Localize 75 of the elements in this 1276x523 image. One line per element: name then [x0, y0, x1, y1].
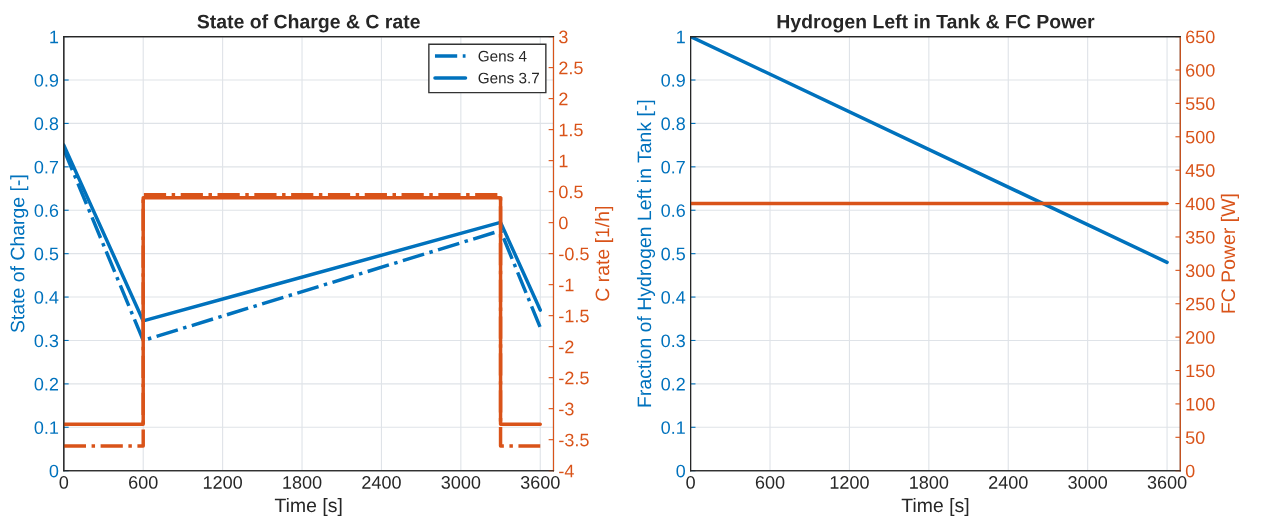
y-tick-label: 0.3	[34, 334, 59, 348]
x-tick-label: 600	[129, 476, 158, 489]
y2-tick-label: 150	[1186, 364, 1215, 378]
legend-label: Gens 4	[478, 50, 527, 62]
y2-tick-label: 250	[1186, 297, 1215, 311]
y2-tick-label: 600	[1186, 63, 1215, 77]
x-tick-label: 1200	[203, 476, 242, 489]
y2-axis-title: FC Power [W]	[1220, 194, 1239, 313]
y-tick-label: 0.1	[661, 421, 685, 435]
y-tick-label: 0.8	[661, 117, 685, 131]
x-tick-label: 2400	[362, 476, 401, 489]
y2-tick-label: -4	[559, 464, 574, 478]
y-tick-label: 0.2	[34, 377, 59, 391]
x-tick-label: 2400	[989, 476, 1028, 489]
y-axis-title: Fraction of Hydrogen Left in Tank [-]	[636, 100, 656, 407]
y2-tick-label: -1.5	[559, 309, 589, 323]
chart-title: Hydrogen Left in Tank & FC Power	[777, 14, 1095, 33]
y2-tick-label: 3	[559, 30, 568, 44]
y-tick-label: 0.5	[661, 247, 685, 261]
chart-title: State of Charge & C rate	[197, 14, 420, 33]
y-tick-label: 1	[50, 30, 59, 44]
y2-tick-label: -2	[559, 340, 574, 354]
x-tick-label: 1200	[830, 476, 869, 489]
y2-tick-label: -3.5	[559, 433, 589, 447]
x-tick-label: 0	[686, 476, 695, 489]
x-tick-label: 1800	[283, 476, 322, 489]
y2-tick-label: 500	[1185, 130, 1215, 144]
y2-tick-label: 2	[559, 92, 568, 106]
y-tick-label: 0.3	[661, 334, 685, 348]
x-tick-label: 3600	[1147, 476, 1187, 489]
y-axis-title: State of Charge [-]	[10, 175, 29, 333]
y-tick-label: 0.2	[661, 377, 685, 391]
y2-tick-label: 350	[1185, 230, 1215, 244]
y2-tick-label: 300	[1185, 264, 1215, 278]
x-tick-label: 1800	[910, 476, 949, 489]
y-tick-label: 0.1	[34, 421, 59, 435]
y-tick-label: 0.8	[34, 117, 59, 131]
y-tick-label: 0.5	[34, 247, 59, 261]
y2-tick-label: 1.5	[559, 123, 583, 137]
y-tick-label: 0.6	[34, 204, 59, 217]
x-tick-label: 0	[59, 476, 69, 489]
x-axis-title: Time [s]	[901, 497, 969, 517]
x-axis-title: Time [s]	[274, 497, 342, 517]
y2-tick-label: 550	[1185, 97, 1215, 111]
y2-tick-label: 200	[1186, 331, 1215, 344]
y2-tick-label: -1	[559, 278, 574, 292]
y-tick-label: 0	[676, 464, 686, 478]
y2-tick-label: 0.5	[559, 185, 583, 199]
y2-tick-label: 1	[559, 154, 568, 168]
y2-axis-title: C rate [1/h]	[595, 206, 614, 301]
y2-tick-label: 2.5	[559, 61, 583, 75]
y2-tick-label: -2.5	[559, 371, 589, 385]
y-tick-label: 0.7	[661, 160, 685, 174]
y-tick-label: 1	[677, 30, 685, 44]
y2-tick-label: 400	[1185, 197, 1215, 211]
y-tick-label: 0.4	[34, 291, 59, 304]
y2-tick-label: 450	[1185, 164, 1215, 177]
y-tick-label: 0	[49, 464, 59, 478]
y2-tick-label: 50	[1185, 431, 1205, 445]
legend-label: Gens 3.7	[478, 72, 539, 84]
x-tick-label: 3600	[520, 476, 560, 489]
y-tick-label: 0.4	[661, 291, 686, 304]
y2-tick-label: -0.5	[559, 247, 589, 261]
y2-tick-label: -3	[559, 402, 574, 416]
y2-tick-label: 100	[1186, 397, 1215, 411]
y-tick-label: 0.9	[661, 73, 685, 87]
y-tick-label: 0.7	[34, 160, 59, 174]
x-tick-label: 3000	[441, 476, 481, 489]
x-tick-label: 600	[755, 476, 785, 489]
y2-tick-label: 0	[1185, 464, 1195, 478]
x-tick-label: 3000	[1068, 476, 1108, 489]
y-tick-label: 0.6	[661, 204, 685, 217]
y2-tick-label: 650	[1186, 30, 1215, 44]
y2-tick-label: 0	[559, 216, 568, 230]
y-tick-label: 0.9	[34, 73, 59, 87]
